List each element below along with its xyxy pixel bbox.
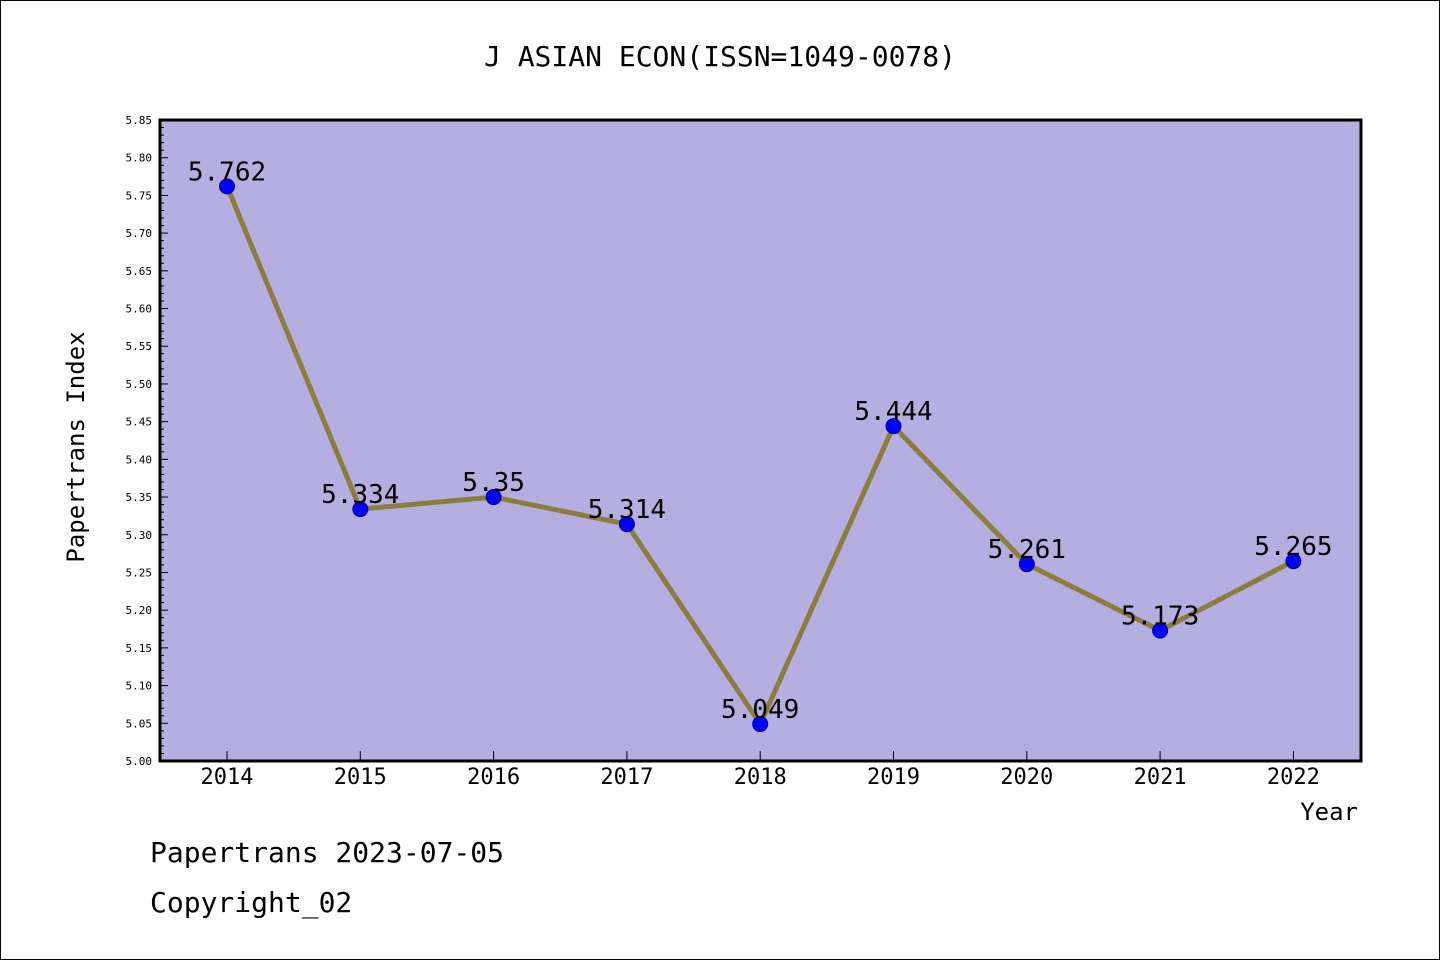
y-tick-label: 5.25 — [126, 566, 153, 579]
y-tick-label: 5.70 — [126, 227, 153, 240]
x-tick-label: 2014 — [201, 765, 254, 790]
data-point — [1018, 556, 1035, 573]
y-tick-label: 5.85 — [126, 114, 153, 127]
series-layer: 5.762 5.334 5.35 5.314 5.049 5.444 5.261 5.173 5… — [188, 157, 1333, 733]
y-tick-label: 5.65 — [126, 265, 153, 278]
data-label: 5.261 — [988, 535, 1066, 565]
y-tick-label: 5.30 — [126, 529, 153, 542]
y-tick-label: 5.75 — [126, 189, 153, 202]
data-point — [1152, 622, 1169, 639]
x-tick-label: 2019 — [867, 765, 920, 790]
data-label: 5.314 — [588, 495, 666, 525]
y-tick-label: 5.20 — [126, 604, 153, 617]
data-point — [1285, 553, 1302, 570]
y-tick-label: 5.55 — [126, 340, 153, 353]
x-tick-label: 2016 — [467, 765, 520, 790]
data-label: 5.35 — [462, 468, 525, 498]
y-axis-label: Papertrans Index — [62, 331, 90, 562]
y-tick-label: 5.80 — [126, 152, 153, 165]
data-point — [885, 418, 902, 435]
y-tick-label: 5.40 — [126, 453, 153, 466]
data-label: 5.265 — [1254, 532, 1332, 562]
data-label: 5.173 — [1121, 602, 1199, 632]
data-label: 5.762 — [188, 157, 266, 187]
x-tick-label: 2018 — [734, 765, 787, 790]
data-point — [752, 716, 769, 733]
y-tick-label: 5.45 — [126, 416, 153, 429]
data-point — [352, 501, 369, 518]
data-label: 5.049 — [721, 695, 799, 725]
x-tick-label: 2020 — [1000, 765, 1053, 790]
data-label: 5.444 — [854, 397, 932, 427]
y-tick-label: 5.35 — [126, 491, 153, 504]
y-tick-label: 5.10 — [126, 680, 153, 693]
y-tick-label: 5.05 — [126, 717, 153, 730]
y-axis-ticks: 5.00 5.05 5.10 5.15 5.20 5.25 5.30 5.35 5.40 5.45… — [126, 114, 168, 768]
chart-title: J ASIAN ECON(ISSN=1049-0078) — [484, 40, 956, 73]
x-tick-label: 2021 — [1134, 765, 1187, 790]
plot-area — [158, 118, 1363, 763]
x-tick-label: 2022 — [1267, 765, 1320, 790]
data-point — [219, 178, 235, 195]
x-axis-ticks: 2014 2015 2016 2017 2018 2019 2020 2021 2022 — [201, 751, 1320, 790]
y-tick-label: 5.50 — [126, 378, 153, 391]
x-tick-label: 2017 — [600, 765, 653, 790]
data-label: 5.334 — [321, 480, 399, 510]
data-point — [618, 516, 635, 533]
y-tick-label: 5.60 — [126, 303, 153, 316]
footer-copyright: Copyright_02 — [150, 886, 353, 919]
y-tick-label: 5.00 — [126, 755, 153, 768]
data-point — [485, 489, 502, 506]
x-axis-label: Year — [1300, 798, 1358, 826]
y-tick-label: 5.15 — [126, 642, 153, 655]
x-tick-label: 2015 — [334, 765, 387, 790]
footer-date: Papertrans 2023-07-05 — [150, 836, 505, 869]
